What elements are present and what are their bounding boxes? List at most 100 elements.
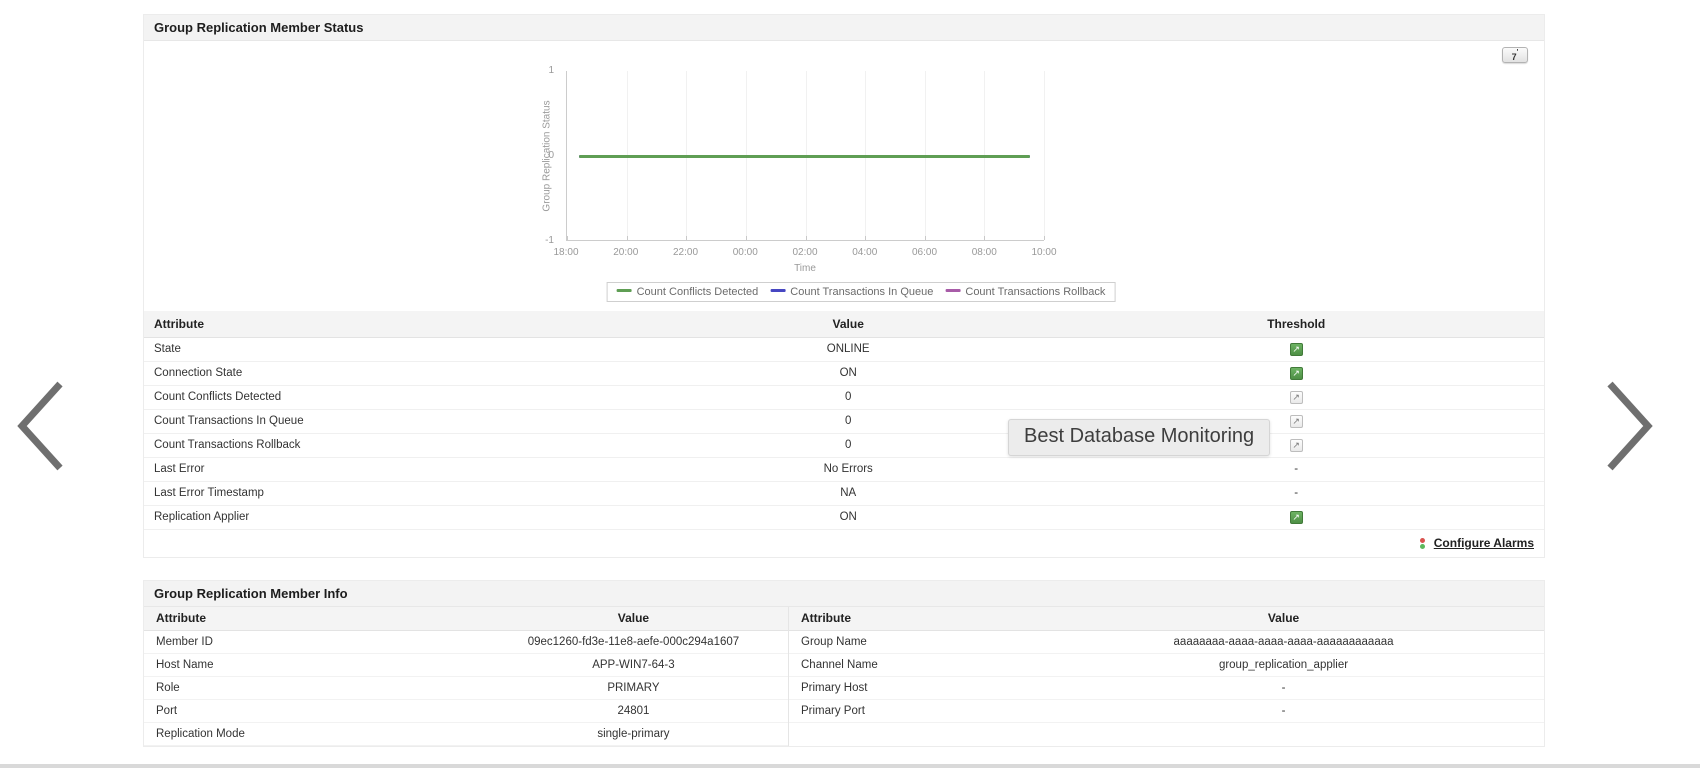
attribute-cell: Port [144, 699, 479, 723]
column-header-value: Value [648, 311, 1049, 338]
value-cell: 09ec1260-fd3e-11e8-aefe-000c294a1607 [478, 630, 788, 654]
gridline [1044, 71, 1045, 240]
status-table-row: Count Transactions In Queue 0 ↗ [144, 409, 1544, 434]
value-cell: single-primary [478, 722, 788, 746]
info-table-header-row: Attribute Value [789, 606, 1544, 631]
value-cell: 24801 [478, 699, 788, 723]
value-cell: 0 [648, 385, 1049, 410]
value-cell: PRIMARY [478, 676, 788, 700]
attribute-cell: Member ID [144, 630, 479, 654]
attribute-cell: Channel Name [789, 653, 1024, 677]
bottom-divider [0, 764, 1700, 768]
status-table-row: Count Transactions Rollback 0 ↗ [144, 433, 1544, 458]
legend-label: Count Transactions Rollback [965, 286, 1106, 298]
info-table-row: Primary Port - [789, 699, 1544, 723]
status-table-row: Last Error Timestamp NA - [144, 481, 1544, 506]
panel-member-info: Group Replication Member Info Attribute … [143, 579, 1545, 747]
x-tick-label: 00:00 [732, 247, 758, 258]
column-header-value: Value [478, 606, 788, 631]
info-table-row: Group Name aaaaaaaa-aaaa-aaaa-aaaa-aaaaaa… [789, 630, 1544, 654]
member-info-left-table-wrap: Attribute Value Member ID 09ec1260-fd3e-1… [144, 606, 788, 746]
threshold-cell: ↗ [1048, 385, 1544, 410]
threshold-icon[interactable]: ↗ [1289, 366, 1303, 380]
x-tick-mark [805, 236, 807, 240]
attribute-cell: Primary Host [789, 676, 1024, 700]
member-status-table: Attribute Value Threshold State ONLINE ↗ Co… [144, 311, 1544, 530]
member-info-left-table: Attribute Value Member ID 09ec1260-fd3e-1… [144, 606, 788, 746]
x-tick-mark [567, 236, 568, 240]
legend-color-dash [945, 289, 961, 292]
attribute-cell: Last Error [144, 457, 648, 482]
x-tick-label: 02:00 [792, 247, 818, 258]
info-table-header-row: Attribute Value [144, 606, 788, 631]
attribute-cell: Role [144, 676, 479, 700]
status-table-row: Count Conflicts Detected 0 ↗ [144, 385, 1544, 410]
status-table-row: Last Error No Errors - [144, 457, 1544, 482]
info-table-row: Port 24801 [144, 699, 788, 723]
x-tick-mark [984, 236, 986, 240]
attribute-cell: Replication Mode [144, 722, 479, 746]
time-range-button[interactable]: 7' [1502, 47, 1528, 63]
column-header-threshold: Threshold [1048, 311, 1544, 338]
x-tick-mark [924, 236, 926, 240]
chart-x-ticks: 18:00 20:00 22:00 00:00 02:00 04:00 06:00 08:00… [553, 247, 1056, 261]
attribute-cell: Count Conflicts Detected [144, 385, 648, 410]
configure-alarms-row: Configure Alarms [144, 530, 1544, 557]
attribute-cell: Last Error Timestamp [144, 481, 648, 506]
info-table-row: Member ID 09ec1260-fd3e-11e8-aefe-000c294… [144, 630, 788, 654]
y-tick-label: 1 [548, 65, 554, 76]
chart-x-axis-label: Time [794, 263, 816, 274]
attribute-cell: Count Transactions In Queue [144, 409, 648, 434]
value-cell: aaaaaaaa-aaaa-aaaa-aaaa-aaaaaaaaaaaa [1023, 630, 1544, 654]
value-cell: APP-WIN7-64-3 [478, 653, 788, 677]
threshold-cell: ↗ [1048, 505, 1544, 530]
previous-page-arrow-button[interactable] [14, 378, 68, 474]
threshold-cell: ↗ [1048, 337, 1544, 362]
y-tick-label: -1 [545, 235, 554, 246]
legend-color-dash [616, 289, 632, 292]
member-info-right-table: Attribute Value Group Name aaaaaaaa-aaaa-… [789, 606, 1544, 723]
value-cell: ON [648, 505, 1049, 530]
threshold-icon[interactable]: ↗ [1289, 414, 1303, 428]
value-cell: 0 [648, 409, 1049, 434]
threshold-icon[interactable]: ↗ [1289, 510, 1303, 524]
x-tick-label: 06:00 [911, 247, 938, 258]
x-tick-label: 04:00 [852, 247, 878, 258]
threshold-cell: - [1048, 457, 1544, 482]
threshold-cell: ↗ [1048, 361, 1544, 386]
value-cell: group_replication_applier [1023, 653, 1544, 677]
next-page-arrow-button[interactable] [1602, 378, 1656, 474]
column-header-attribute: Attribute [789, 606, 1024, 631]
range-caret-icon: ' [1516, 49, 1519, 56]
x-tick-label: 08:00 [971, 247, 997, 258]
alarm-traffic-light-icon [1420, 537, 1426, 549]
configure-alarms-link[interactable]: Configure Alarms [1433, 535, 1534, 550]
member-info-right-table-wrap: Attribute Value Group Name aaaaaaaa-aaaa-… [788, 606, 1544, 746]
attribute-cell: Replication Applier [144, 505, 648, 530]
x-tick-label: 18:00 [553, 247, 579, 258]
replication-status-chart: Group Replication Status 1 0 -1 18:00 20:00… [144, 41, 1544, 311]
info-table-row: Primary Host - [789, 676, 1544, 700]
x-tick-label: 20:00 [613, 247, 639, 258]
attribute-cell: Count Transactions Rollback [144, 433, 648, 458]
chevron-left-icon [14, 378, 68, 474]
x-tick-mark [745, 236, 747, 240]
series-line [579, 154, 1030, 158]
legend-item: Count Transactions Rollback [945, 286, 1105, 298]
column-header-attribute: Attribute [144, 311, 648, 338]
threshold-icon[interactable]: ↗ [1289, 390, 1303, 404]
value-cell: - [1023, 676, 1544, 700]
column-header-value: Value [1023, 606, 1544, 631]
status-table-row: Connection State ON ↗ [144, 361, 1544, 386]
attribute-cell: Group Name [789, 630, 1024, 654]
y-tick-label: 0 [548, 150, 554, 161]
status-table-header-row: Attribute Value Threshold [144, 311, 1544, 338]
chart-y-ticks: 1 0 -1 [524, 65, 560, 246]
x-tick-mark [865, 236, 867, 240]
value-cell: NA [648, 481, 1049, 506]
attribute-cell: Primary Port [789, 699, 1024, 723]
info-table-row: Host Name APP-WIN7-64-3 [144, 653, 788, 677]
threshold-icon[interactable]: ↗ [1289, 438, 1303, 452]
threshold-icon[interactable]: ↗ [1289, 342, 1303, 356]
